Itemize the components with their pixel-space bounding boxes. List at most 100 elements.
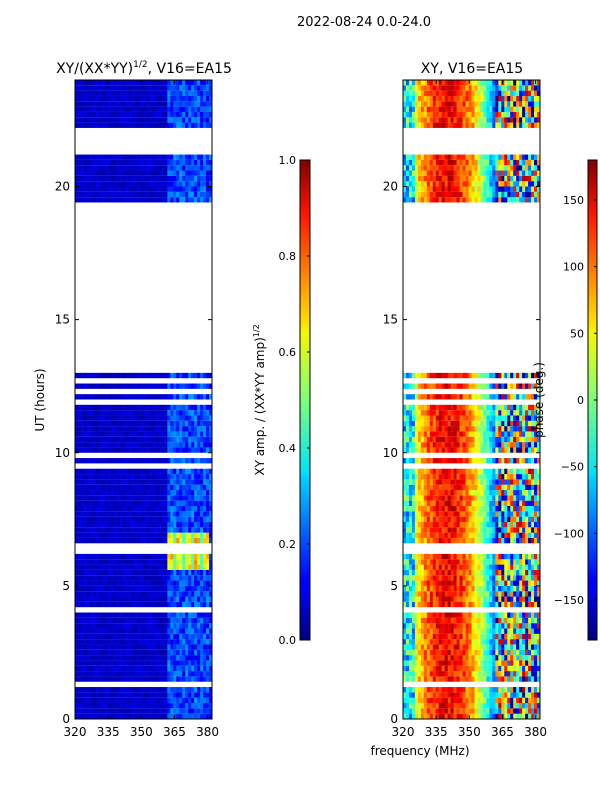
amp-cell: [158, 197, 162, 203]
amp-cell: [107, 85, 112, 91]
phase-cell: [465, 585, 469, 592]
amp-cell: [164, 175, 168, 182]
amp-cell: [191, 537, 195, 544]
amp-cell: [176, 703, 180, 709]
amp-cell: [104, 404, 109, 411]
amp-cell: [191, 442, 195, 448]
amp-cell: [116, 585, 121, 592]
phase-cell: [450, 580, 455, 586]
amp-cell: [137, 372, 141, 379]
phase-cell: [462, 687, 466, 693]
amp-cell: [197, 181, 201, 187]
amp-cell: [176, 575, 180, 581]
phase-cell: [468, 569, 472, 576]
amp-cell: [113, 436, 118, 443]
amp-cell: [209, 85, 212, 91]
phase-cell: [426, 596, 431, 602]
amp-cell: [86, 181, 91, 187]
phase-cell: [516, 665, 520, 672]
amp-cell: [110, 708, 115, 714]
amp-cell: [146, 122, 150, 128]
amp-cell: [92, 655, 97, 661]
amp-cell: [155, 671, 159, 677]
phase-cell: [423, 580, 428, 586]
amp-cell: [86, 623, 91, 629]
amp-cell: [188, 708, 192, 714]
amp-cell: [170, 85, 174, 91]
amp-cell: [197, 90, 201, 96]
amp-cell: [104, 500, 109, 506]
amp-cell: [155, 122, 159, 128]
amp-cell: [146, 596, 150, 602]
amp-cell: [182, 90, 186, 96]
amp-cell: [86, 633, 91, 640]
amp-cell: [95, 191, 100, 198]
phase-cell: [426, 580, 431, 586]
phase-cell: [525, 649, 529, 656]
phase-cell: [444, 521, 449, 528]
phase-cell: [507, 585, 511, 592]
amp-cell: [125, 591, 130, 597]
phase-cell: [489, 628, 493, 634]
amp-cell: [140, 537, 144, 544]
amp-cell: [125, 90, 130, 96]
phase-cell: [444, 553, 449, 560]
phase-cell: [462, 516, 466, 522]
amp-cell: [75, 575, 79, 581]
amp-cell: [86, 601, 91, 608]
amp-cell: [155, 410, 159, 416]
amp-cell: [179, 415, 183, 421]
amp-cell: [110, 101, 115, 107]
phase-cell: [456, 628, 460, 634]
phase-cell: [423, 633, 428, 640]
amp-cell: [152, 591, 156, 597]
phase-cell: [510, 591, 514, 597]
amp-colorbar-tick-label: 1.0: [279, 154, 297, 167]
phase-cell: [429, 713, 434, 719]
amp-cell: [140, 506, 144, 512]
amp-cell: [155, 101, 159, 107]
phase-cell: [495, 713, 499, 719]
amp-cell: [86, 117, 91, 123]
amp-cell: [125, 623, 130, 629]
amp-cell: [110, 537, 115, 544]
amp-cell: [143, 80, 147, 86]
phase-cell: [441, 676, 446, 682]
phase-cell: [405, 617, 410, 624]
amp-cell: [158, 713, 162, 719]
phase-cell: [453, 665, 458, 672]
amp-cell: [140, 170, 144, 176]
amp-cell: [125, 191, 130, 198]
amp-cell: [113, 372, 118, 379]
phase-cell: [417, 697, 422, 704]
amp-cell: [209, 410, 212, 416]
amp-cell: [179, 516, 183, 522]
amp-cell: [86, 484, 91, 491]
phase-cell: [477, 527, 481, 533]
amp-cell: [95, 420, 100, 427]
amp-cell: [170, 431, 174, 437]
amp-cell: [101, 564, 106, 570]
amp-cell: [98, 165, 103, 171]
phase-cell: [504, 537, 508, 544]
amp-cell: [98, 703, 103, 709]
amp-cell: [158, 559, 162, 565]
amp-cell: [104, 537, 109, 544]
amp-cell: [80, 601, 85, 608]
amp-cell: [104, 415, 109, 421]
phase-cell: [468, 617, 472, 624]
amp-cell: [191, 410, 195, 416]
amp-cell: [185, 601, 189, 608]
amp-cell: [77, 495, 82, 501]
amp-cell: [155, 665, 159, 672]
amp-cell: [209, 687, 212, 693]
phase-cell: [522, 644, 526, 650]
amp-cell: [131, 165, 135, 171]
amp-cell: [89, 639, 94, 645]
amp-cell: [134, 484, 138, 491]
phase-cell: [498, 665, 502, 672]
phase-cell: [423, 532, 428, 538]
phase-cell: [465, 623, 469, 629]
amp-cell: [104, 111, 109, 118]
amp-cell: [143, 697, 147, 704]
